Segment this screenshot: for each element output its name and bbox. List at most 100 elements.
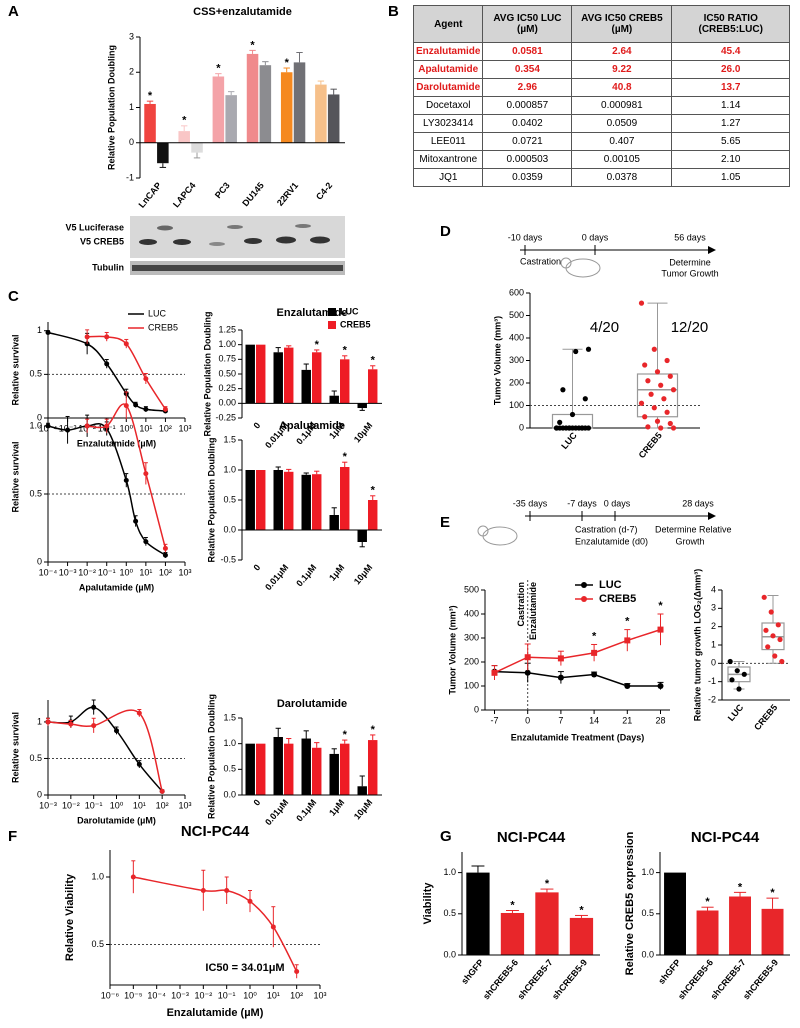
y-tick-label: 0.5 (223, 494, 236, 504)
bar (256, 743, 266, 795)
bar (280, 72, 293, 143)
table-row: Enzalutamide 0.0581 2.64 45.4 (412, 42, 790, 61)
x-tick-label: 10⁰ (119, 567, 133, 577)
y-tick-label: 1 (37, 325, 42, 335)
y-tick-label: 0.75 (218, 354, 236, 364)
x-tick-label: 10⁻² (194, 990, 212, 1000)
data-point (770, 633, 776, 639)
y-tick-label: 0.5 (223, 764, 236, 774)
data-point (645, 378, 651, 384)
y-tick-label: 1.0 (29, 420, 42, 430)
series-line (494, 670, 661, 687)
table-cell: LEE011 (412, 132, 484, 151)
x-tick-label: 1μM (327, 797, 346, 817)
data-point (123, 477, 129, 483)
table-cell: 0.0581 (482, 42, 573, 61)
bar (256, 470, 266, 530)
y-tick-label: 1.0 (641, 867, 654, 877)
data-point (658, 382, 664, 388)
bar (368, 369, 378, 404)
data-point (582, 396, 588, 402)
legend-label: CREB5 (148, 322, 178, 332)
table-cell: 0.000981 (571, 96, 673, 115)
x-tick-label: 22RV1 (275, 180, 300, 207)
header-cell: AVG IC50 CREB5 (µM) (571, 5, 673, 43)
table-row: Docetaxol 0.000857 0.000981 1.14 (412, 96, 790, 115)
x-tick-label: 10⁻² (78, 567, 96, 577)
bar (340, 743, 350, 795)
data-point (651, 405, 657, 411)
y-tick-label: 0.5 (29, 369, 42, 379)
data-point (779, 658, 785, 665)
significance: * (625, 616, 630, 628)
y-tick-label: 400 (464, 608, 479, 618)
table-cell: JQ1 (412, 168, 484, 187)
x-tick-label: C4-2 (314, 180, 334, 201)
table-cell: 0.0509 (571, 114, 673, 133)
x-tick-label: 10⁰ (119, 423, 133, 433)
y-tick-label: 3 (711, 603, 716, 613)
data-point (651, 346, 657, 352)
y-tick-label: 100 (509, 400, 524, 410)
x-tick-label: shCREB5-7 (515, 957, 554, 1001)
y-tick-label: 3 (129, 31, 134, 41)
y-tick-label: 0.0 (641, 949, 654, 959)
data-point (661, 396, 667, 402)
data-point (224, 888, 230, 893)
data-point (136, 761, 142, 767)
x-tick-label: LUC (559, 430, 579, 451)
data-point (648, 391, 654, 397)
reference-label: Castration (516, 582, 526, 627)
timeline-label: -10 days (508, 232, 543, 242)
y-tick-label: 300 (464, 632, 479, 642)
data-point (761, 594, 767, 600)
fit-curve (47, 331, 166, 412)
data-point (573, 348, 579, 355)
y-tick-label: 0.5 (443, 908, 456, 918)
x-tick-label: 10¹ (139, 567, 152, 577)
bar (312, 474, 322, 530)
bar (301, 369, 311, 404)
panel-letter: F (8, 828, 17, 845)
y-tick-label: 1.0 (223, 738, 236, 748)
x-tick-label: 28 (656, 715, 666, 725)
data-point (123, 341, 129, 347)
y-axis-label: Relative Population Doubling (206, 437, 216, 562)
significance: * (285, 57, 290, 69)
x-tick-label: 0 (251, 562, 262, 572)
x-axis-label: Enzalutamide (µM) (77, 438, 156, 448)
bar (245, 470, 255, 530)
data-point (45, 719, 51, 725)
significance: * (770, 887, 775, 899)
bar (368, 500, 378, 530)
data-point (159, 788, 165, 794)
significance: * (579, 904, 584, 916)
data-point (642, 362, 648, 368)
y-tick-label: 0.5 (91, 939, 104, 949)
bar (329, 395, 339, 404)
data-point (734, 668, 740, 674)
timeline-label: Determine Relative (655, 524, 732, 534)
y-tick-label: 0 (129, 137, 134, 147)
data-point (524, 654, 531, 661)
data-point (765, 644, 771, 650)
y-tick-label: 0 (711, 658, 716, 668)
data-point (143, 539, 149, 545)
x-tick-label: 10⁻⁶ (101, 990, 120, 1000)
y-tick-label: 4 (711, 584, 716, 594)
data-point (136, 710, 142, 716)
y-tick-label: 1 (37, 716, 42, 726)
data-point (104, 423, 110, 429)
significance: * (148, 90, 153, 102)
table-cell: Docetaxol (412, 96, 484, 115)
bar (312, 352, 322, 404)
data-point (270, 924, 276, 930)
x-axis-label: Apalutamide (µM) (79, 582, 154, 592)
y-tick-label: -1 (126, 172, 134, 182)
y-tick-label: 0 (37, 789, 42, 799)
y-axis-label: Relative Population Doubling (202, 311, 212, 436)
bar (315, 84, 327, 143)
data-point (638, 400, 645, 406)
chart-title: Enzalutamide (277, 307, 348, 319)
data-point (768, 609, 774, 615)
